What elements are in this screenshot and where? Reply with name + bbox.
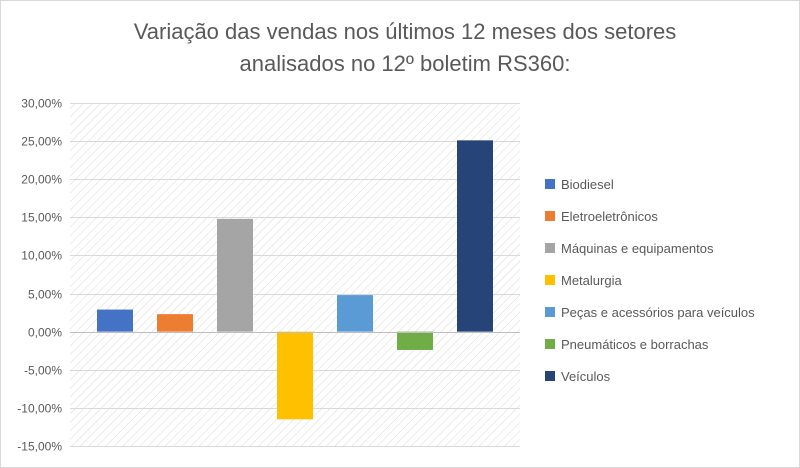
y-tick-label: 20,00% <box>21 173 62 187</box>
legend-item: Eletroeletrônicos <box>545 200 795 232</box>
y-axis-ticks: -15,00% -10,00% -5,00% 0,00% 5,00% 10,00% 15,0… <box>17 97 62 454</box>
chart-title-line-2: analisados no 12º boletim RS360: <box>239 51 571 76</box>
legend-swatch <box>545 179 555 189</box>
legend-label: Peças e acessórios para veículos <box>561 304 755 320</box>
y-tick-label: -15,00% <box>17 440 62 454</box>
bar-5 <box>337 295 373 332</box>
legend-item: Veículos <box>545 360 795 392</box>
legend-swatch <box>545 243 555 253</box>
bar-6 <box>397 331 433 350</box>
legend-item: Máquinas e equipamentos <box>545 232 795 264</box>
bar-3 <box>217 218 253 332</box>
y-tick-label: 5,00% <box>28 288 62 302</box>
y-tick-label: 10,00% <box>21 249 62 263</box>
legend-label: Biodiesel <box>561 176 614 192</box>
legend-item: Metalurgia <box>545 264 795 296</box>
legend-swatch <box>545 211 555 221</box>
bars <box>97 140 493 420</box>
bar-7 <box>457 140 493 332</box>
chart-title-line-1: Variação das vendas nos últimos 12 meses… <box>133 19 677 44</box>
legend-swatch <box>545 339 555 349</box>
legend-item: Peças e acessórios para veículos <box>545 296 795 328</box>
chart-title: Variação das vendas nos últimos 12 meses… <box>60 16 750 80</box>
legend-swatch <box>545 371 555 381</box>
legend-label: Máquinas e equipamentos <box>561 240 714 256</box>
y-tick-label: 15,00% <box>21 211 62 225</box>
legend: Biodiesel Eletroeletrônicos Máquinas e equ… <box>545 168 795 392</box>
legend-label: Eletroeletrônicos <box>561 208 658 224</box>
y-tick-label: 25,00% <box>21 135 62 149</box>
bar-1 <box>97 309 133 332</box>
legend-label: Metalurgia <box>561 272 622 288</box>
legend-item: Pneumáticos e borrachas <box>545 328 795 360</box>
legend-label: Pneumáticos e borrachas <box>561 336 709 352</box>
legend-item: Biodiesel <box>545 168 795 200</box>
legend-swatch <box>545 307 555 317</box>
bar-4 <box>277 331 313 420</box>
y-tick-label: -10,00% <box>17 402 62 416</box>
bar-2 <box>157 314 193 332</box>
legend-label: Veículos <box>561 368 611 384</box>
y-tick-label: 30,00% <box>21 97 62 111</box>
legend-swatch <box>545 275 555 285</box>
y-tick-label: 0,00% <box>28 326 62 340</box>
y-tick-label: -5,00% <box>24 364 62 378</box>
